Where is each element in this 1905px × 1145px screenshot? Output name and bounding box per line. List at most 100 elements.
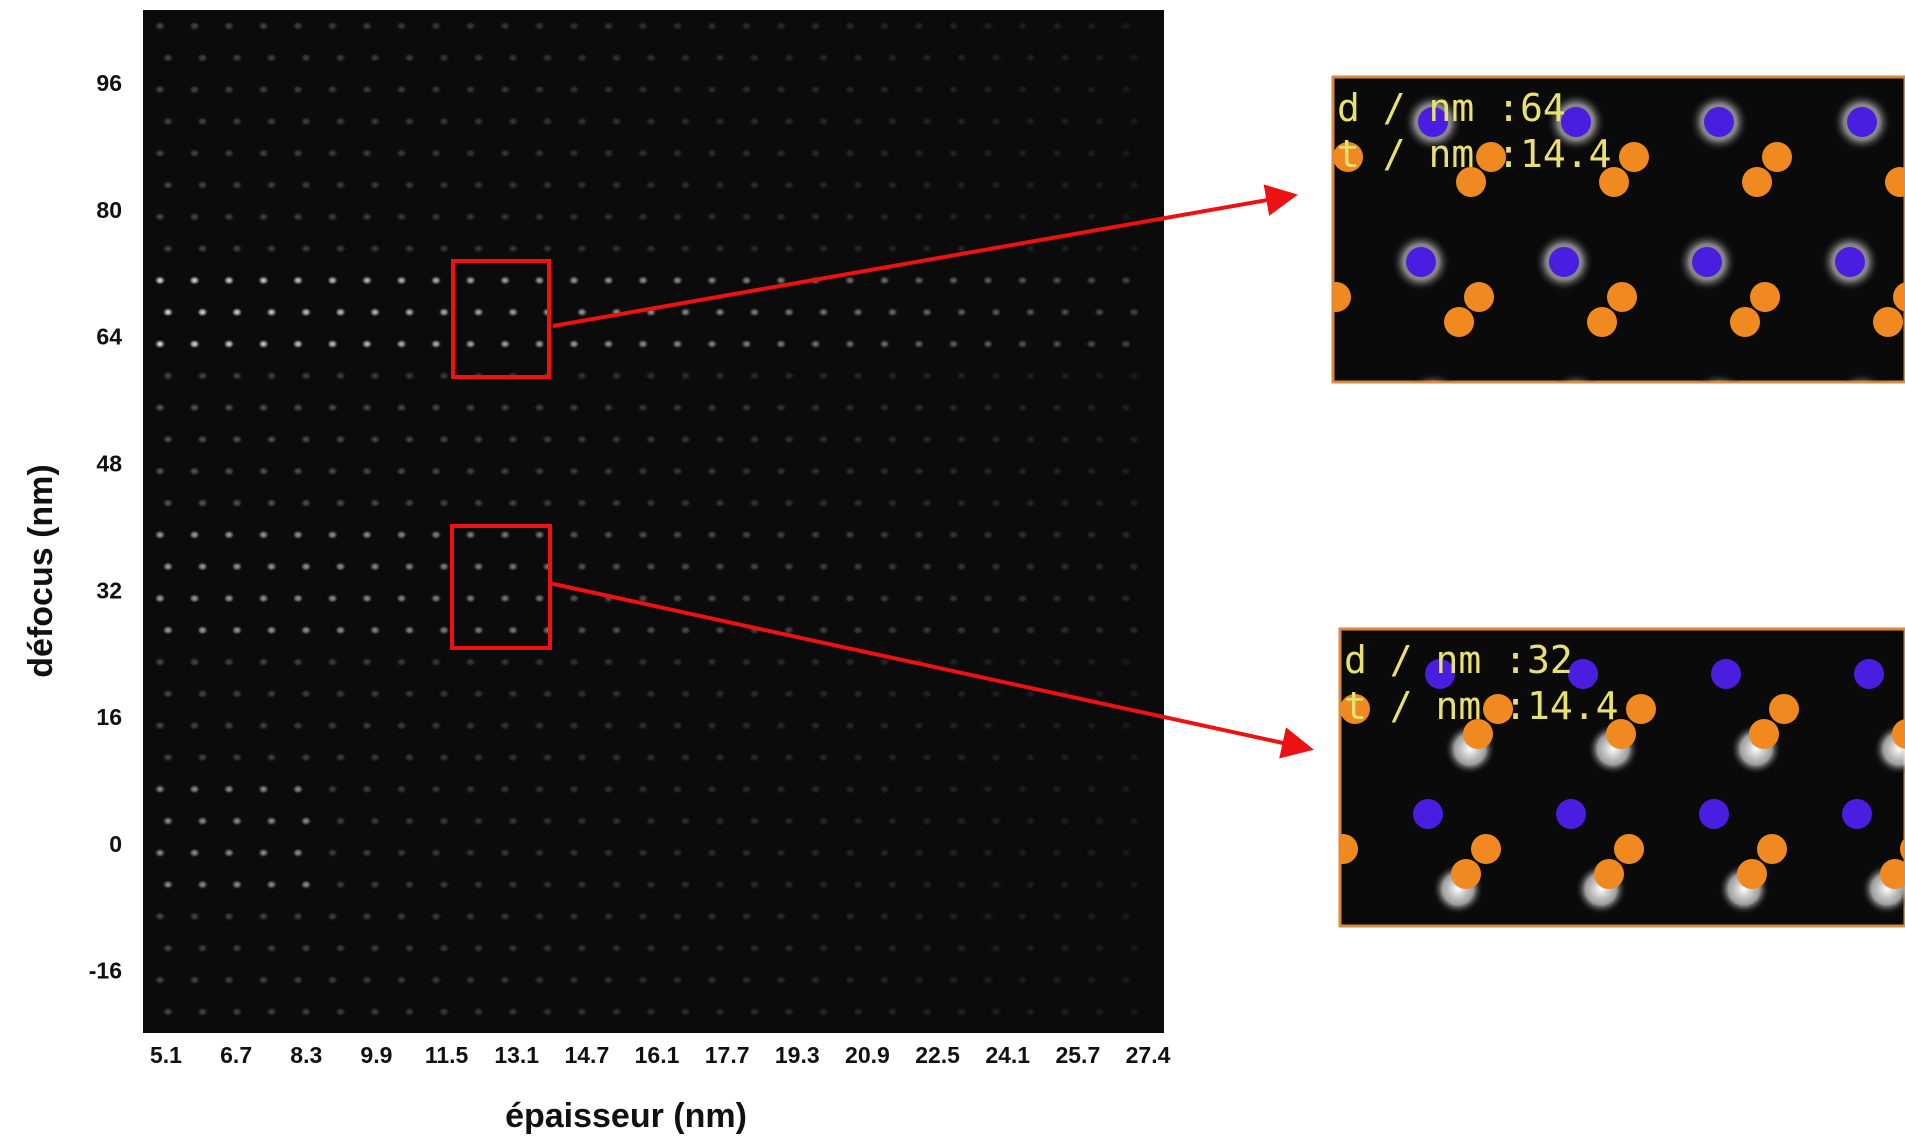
lattice-spot xyxy=(645,752,657,762)
lattice-spot xyxy=(430,593,442,603)
white-spot xyxy=(1730,1003,1782,1055)
orange-atom xyxy=(1749,719,1779,749)
lattice-spot xyxy=(300,371,312,381)
y-tick-label: 48 xyxy=(96,450,122,476)
white-spot xyxy=(1873,1003,1905,1055)
lattice-spot xyxy=(982,721,994,731)
lattice-spot xyxy=(465,593,477,603)
lattice-spot xyxy=(1051,848,1063,858)
lattice-spot xyxy=(576,562,588,572)
lattice-spot xyxy=(783,498,795,508)
lattice-spot xyxy=(990,689,1002,699)
lattice-spot xyxy=(197,625,209,635)
lattice-spot xyxy=(672,784,684,794)
lattice-spot xyxy=(1086,85,1098,95)
lattice-spot xyxy=(887,371,899,381)
lattice-spot xyxy=(1120,657,1132,667)
lattice-spot xyxy=(1059,434,1071,444)
lattice-spot xyxy=(611,1007,623,1017)
lattice-spot xyxy=(542,53,554,63)
lattice-spot xyxy=(982,212,994,222)
lattice-spot xyxy=(948,784,960,794)
lattice-spot xyxy=(706,593,718,603)
lattice-spot xyxy=(887,244,899,254)
lattice-spot xyxy=(637,466,649,476)
lattice-spot xyxy=(672,530,684,540)
lattice-spot xyxy=(741,339,753,349)
lattice-spot xyxy=(1059,116,1071,126)
lattice-spot xyxy=(1094,116,1106,126)
lattice-spot xyxy=(879,403,891,413)
lattice-spot xyxy=(473,880,485,890)
lattice-spot xyxy=(1094,244,1106,254)
lattice-spot xyxy=(223,85,235,95)
lattice-spot xyxy=(223,721,235,731)
lattice-spot xyxy=(913,148,925,158)
lattice-spot xyxy=(266,498,278,508)
y-tick-label: 32 xyxy=(96,577,122,603)
lattice-spot xyxy=(879,21,891,31)
lattice-spot xyxy=(603,339,615,349)
lattice-spot xyxy=(300,434,312,444)
lattice-spot xyxy=(637,339,649,349)
lattice-spot xyxy=(162,498,174,508)
lattice-spot xyxy=(844,466,856,476)
lattice-spot xyxy=(706,339,718,349)
lattice-spot xyxy=(1094,180,1106,190)
lattice-spot xyxy=(775,975,787,985)
orange-atom xyxy=(1626,694,1656,724)
lattice-spot xyxy=(499,275,511,285)
lattice-spot xyxy=(473,816,485,826)
lattice-spot xyxy=(258,339,270,349)
lattice-spot xyxy=(197,116,209,126)
lattice-spot xyxy=(637,403,649,413)
lattice-spot xyxy=(956,880,968,890)
lattice-spot xyxy=(741,212,753,222)
lattice-spot xyxy=(913,975,925,985)
lattice-spot xyxy=(396,403,408,413)
blue-atom xyxy=(1854,939,1884,969)
lattice-spot xyxy=(1086,339,1098,349)
lattice-spot xyxy=(292,212,304,222)
lattice-spot xyxy=(361,721,373,731)
lattice-spot xyxy=(672,975,684,985)
lattice-spot xyxy=(1094,816,1106,826)
lattice-spot xyxy=(438,116,450,126)
lattice-spot xyxy=(680,53,692,63)
lattice-spot xyxy=(335,180,347,190)
lattice-spot xyxy=(982,275,994,285)
lattice-spot xyxy=(887,434,899,444)
lattice-spot xyxy=(611,689,623,699)
lattice-spot xyxy=(568,148,580,158)
blue-atom xyxy=(1704,387,1734,417)
lattice-spot xyxy=(1128,562,1140,572)
blue-atom xyxy=(1842,799,1872,829)
lattice-spot xyxy=(1017,975,1029,985)
lattice-spot xyxy=(335,116,347,126)
lattice-spot xyxy=(534,339,546,349)
lattice-spot xyxy=(542,880,554,890)
lattice-spot xyxy=(189,85,201,95)
y-tick-label: 0 xyxy=(109,831,122,857)
lattice-spot xyxy=(810,148,822,158)
lattice-spot xyxy=(818,689,830,699)
inset: d / nm :64t / nm :14.4 xyxy=(1321,77,1905,477)
lattice-spot xyxy=(672,275,684,285)
orange-atom xyxy=(1594,859,1624,889)
lattice-spot xyxy=(611,562,623,572)
lattice-spot xyxy=(680,307,692,317)
lattice-spot xyxy=(645,116,657,126)
lattice-spot xyxy=(465,212,477,222)
lattice-spot xyxy=(576,689,588,699)
lattice-spot xyxy=(637,85,649,95)
lattice-spot xyxy=(507,943,519,953)
lattice-spot xyxy=(507,880,519,890)
lattice-spot xyxy=(189,148,201,158)
lattice-spot xyxy=(534,275,546,285)
lattice-spot xyxy=(576,625,588,635)
lattice-spot xyxy=(430,85,442,95)
blue-atom xyxy=(1711,659,1741,689)
lattice-spot xyxy=(258,466,270,476)
lattice-spot xyxy=(534,721,546,731)
lattice-spot xyxy=(361,212,373,222)
